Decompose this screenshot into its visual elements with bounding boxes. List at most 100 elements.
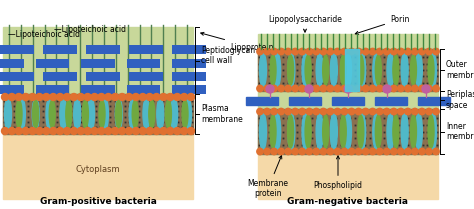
Ellipse shape (393, 115, 399, 148)
Ellipse shape (270, 55, 276, 85)
Ellipse shape (340, 55, 346, 85)
Ellipse shape (387, 113, 394, 150)
Bar (173, 59, 206, 68)
Text: Cytoplasm: Cytoplasm (76, 164, 120, 173)
Circle shape (181, 127, 188, 135)
Text: Inner
membrane: Inner membrane (446, 122, 474, 141)
Circle shape (419, 85, 425, 92)
Ellipse shape (32, 98, 39, 130)
Circle shape (257, 48, 263, 55)
Ellipse shape (323, 55, 328, 85)
Ellipse shape (288, 115, 293, 148)
Circle shape (376, 148, 383, 155)
Circle shape (278, 85, 284, 92)
Ellipse shape (143, 98, 150, 130)
Ellipse shape (132, 100, 138, 128)
Bar (0, 84, 24, 93)
Bar (246, 97, 278, 105)
Circle shape (64, 93, 71, 101)
Ellipse shape (401, 113, 408, 150)
Text: Membrane
protein: Membrane protein (247, 155, 289, 198)
Circle shape (285, 85, 292, 92)
Ellipse shape (4, 98, 11, 130)
Ellipse shape (74, 98, 81, 130)
Ellipse shape (116, 100, 122, 128)
Circle shape (257, 108, 263, 115)
Text: Gram-positive bacteria: Gram-positive bacteria (39, 197, 156, 206)
Circle shape (84, 127, 91, 135)
Ellipse shape (46, 98, 53, 130)
Circle shape (419, 108, 425, 115)
Ellipse shape (288, 113, 295, 150)
Circle shape (376, 85, 383, 92)
Ellipse shape (129, 98, 136, 130)
Bar (129, 45, 163, 54)
Ellipse shape (359, 113, 365, 150)
Ellipse shape (358, 55, 364, 85)
Circle shape (348, 48, 355, 55)
Circle shape (341, 148, 348, 155)
Bar (3, 94, 193, 134)
Ellipse shape (316, 113, 323, 150)
Ellipse shape (305, 115, 311, 148)
Ellipse shape (358, 115, 364, 148)
Circle shape (146, 127, 153, 135)
Ellipse shape (359, 53, 365, 87)
Ellipse shape (375, 115, 382, 148)
Circle shape (348, 108, 355, 115)
Ellipse shape (387, 53, 394, 87)
Ellipse shape (345, 53, 352, 87)
Circle shape (383, 108, 390, 115)
Ellipse shape (375, 55, 382, 85)
Circle shape (412, 148, 418, 155)
Ellipse shape (316, 53, 323, 87)
Circle shape (398, 85, 404, 92)
Circle shape (29, 93, 36, 101)
Circle shape (299, 48, 305, 55)
Ellipse shape (340, 115, 346, 148)
Circle shape (433, 108, 439, 115)
Circle shape (153, 127, 160, 135)
Circle shape (369, 108, 376, 115)
Text: —Lipoteichoic acid: —Lipoteichoic acid (8, 30, 80, 39)
Circle shape (383, 85, 391, 93)
Circle shape (1, 93, 9, 101)
Circle shape (391, 108, 397, 115)
Bar (375, 97, 407, 105)
Circle shape (264, 108, 270, 115)
Text: Gram-negative bacteria: Gram-negative bacteria (288, 197, 409, 206)
Circle shape (36, 127, 43, 135)
Bar (127, 84, 160, 93)
Bar (3, 27, 193, 134)
Circle shape (292, 148, 299, 155)
Circle shape (105, 93, 112, 101)
Circle shape (320, 148, 327, 155)
Circle shape (363, 148, 369, 155)
Circle shape (383, 148, 390, 155)
Circle shape (174, 93, 181, 101)
Ellipse shape (149, 100, 155, 128)
Text: Phospholipid: Phospholipid (313, 156, 363, 190)
Ellipse shape (373, 53, 380, 87)
Ellipse shape (302, 53, 309, 87)
Circle shape (376, 48, 383, 55)
Circle shape (118, 127, 126, 135)
Circle shape (9, 93, 15, 101)
Circle shape (264, 48, 270, 55)
Bar (258, 154, 438, 199)
Circle shape (292, 85, 299, 92)
Circle shape (305, 85, 313, 93)
Circle shape (29, 127, 36, 135)
Circle shape (278, 148, 284, 155)
Circle shape (344, 85, 352, 93)
Circle shape (313, 148, 319, 155)
Ellipse shape (330, 113, 337, 150)
Circle shape (139, 93, 146, 101)
Ellipse shape (165, 100, 172, 128)
Circle shape (264, 85, 270, 92)
Circle shape (391, 48, 397, 55)
Bar (36, 59, 69, 68)
Ellipse shape (16, 100, 22, 128)
Ellipse shape (99, 100, 105, 128)
Bar (127, 59, 160, 68)
